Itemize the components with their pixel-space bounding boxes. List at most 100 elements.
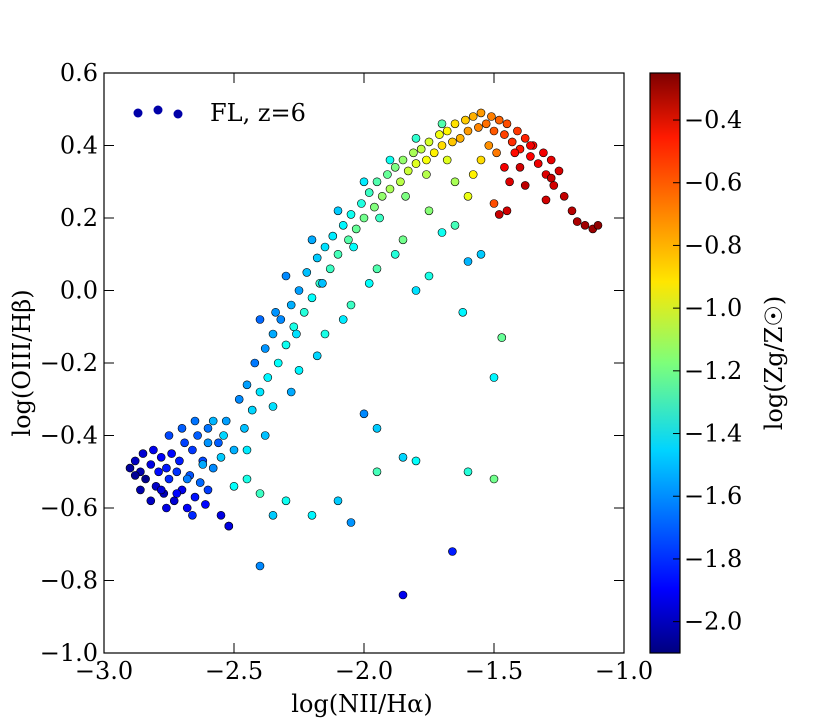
data-point <box>286 387 296 397</box>
data-point <box>500 163 509 172</box>
data-point <box>276 315 286 324</box>
data-point <box>320 242 330 252</box>
data-point <box>325 264 335 274</box>
data-point <box>216 510 226 520</box>
data-point <box>502 119 512 129</box>
data-point <box>255 315 265 324</box>
data-point <box>180 438 189 448</box>
data-point <box>312 253 322 263</box>
data-point <box>125 463 135 473</box>
data-point <box>292 329 301 339</box>
data-point <box>169 496 179 506</box>
data-point <box>198 460 208 469</box>
data-point <box>156 485 166 495</box>
data-point <box>539 148 548 158</box>
data-point <box>273 358 283 368</box>
legend-marker <box>173 109 183 119</box>
y-axis-title: log(OIII/Hβ) <box>8 289 36 436</box>
data-point <box>398 452 408 462</box>
y-tick-label: 0.6 <box>60 59 98 87</box>
data-point <box>188 445 197 455</box>
data-point <box>549 181 559 190</box>
data-point <box>351 224 361 234</box>
data-point <box>422 155 431 165</box>
data-point <box>162 463 171 473</box>
data-point <box>242 474 252 484</box>
colorbar-tick-label: −2.0 <box>684 608 742 636</box>
x-tick-label: −3.0 <box>75 657 133 685</box>
data-point <box>398 235 408 245</box>
data-point <box>190 416 200 426</box>
data-point <box>520 134 530 143</box>
data-point <box>448 137 457 147</box>
data-point <box>281 496 291 506</box>
data-point <box>424 206 434 216</box>
data-point <box>234 394 244 404</box>
data-point <box>281 340 291 350</box>
x-axis-title: log(NII/Hα) <box>291 690 432 718</box>
data-point <box>214 438 223 448</box>
data-point <box>533 159 543 168</box>
data-point <box>221 416 231 426</box>
data-point <box>255 489 265 498</box>
colorbar-tick-label: −1.6 <box>684 482 742 510</box>
colorbar-tick-label: −0.6 <box>684 169 742 197</box>
data-point <box>141 474 150 484</box>
y-tick-label: −0.8 <box>40 567 98 595</box>
data-point <box>203 485 213 495</box>
data-point <box>307 235 317 245</box>
data-point <box>497 333 507 342</box>
data-point <box>396 177 405 187</box>
data-point <box>312 351 322 361</box>
data-point <box>307 510 317 520</box>
data-point <box>424 137 434 147</box>
data-point <box>476 250 486 259</box>
data-point <box>242 445 252 455</box>
data-point <box>546 173 556 183</box>
data-point <box>450 221 460 230</box>
data-point <box>154 467 163 477</box>
data-point <box>164 474 174 484</box>
data-point <box>572 217 582 226</box>
data-point <box>263 373 273 382</box>
data-point <box>489 126 499 136</box>
data-point <box>448 547 457 556</box>
colorbar-tick-label: −1.0 <box>684 294 742 322</box>
data-point <box>463 257 473 266</box>
data-point <box>458 307 468 317</box>
y-tick-label: −1.0 <box>40 639 98 667</box>
colorbar-tick-label: −1.4 <box>684 420 742 448</box>
data-point <box>526 152 535 161</box>
data-point <box>507 137 517 147</box>
data-point <box>450 177 460 187</box>
data-point <box>489 199 499 208</box>
data-point <box>130 471 140 480</box>
data-point <box>201 500 210 509</box>
data-point <box>474 123 483 132</box>
data-point <box>437 141 447 150</box>
data-point <box>580 221 590 230</box>
data-point <box>344 235 353 245</box>
data-point <box>229 445 239 455</box>
data-point <box>359 213 369 223</box>
data-point <box>526 141 535 150</box>
data-point <box>500 130 509 139</box>
data-point <box>271 307 280 317</box>
data-point <box>567 206 577 216</box>
y-tick-label: 0.2 <box>60 204 98 232</box>
data-point <box>422 170 431 179</box>
data-point <box>190 492 200 502</box>
data-point <box>463 126 473 136</box>
data-point <box>247 405 257 415</box>
data-point <box>442 126 452 136</box>
data-point <box>489 373 499 382</box>
y-tick-label: −0.4 <box>40 422 98 450</box>
data-point <box>370 202 379 212</box>
colorbar: −2.0 −1.8 −1.6 −1.4 −1.2 −1.0 −0.8 −0.6 −0.4 log… <box>649 72 788 654</box>
data-point <box>481 119 491 129</box>
data-point <box>435 130 444 139</box>
data-point <box>502 206 512 216</box>
colorbar-tick-label: −1.8 <box>684 545 742 573</box>
y-tick-label: 0.4 <box>60 132 98 160</box>
y-axis-ticks: −1.0 −0.8 −0.6 −0.4 −0.2 0.0 0.2 0.4 0.6 <box>40 59 624 667</box>
